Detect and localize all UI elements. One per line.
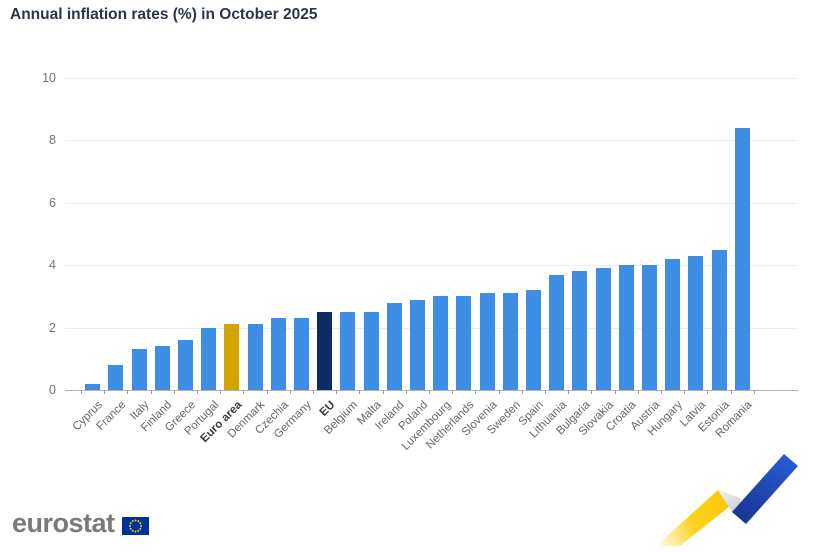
eurostat-wordmark: eurostat <box>12 508 115 538</box>
axis-tick <box>382 390 384 394</box>
axis-tick <box>545 390 546 394</box>
axis-tick <box>243 390 245 394</box>
x-axis-ticks <box>81 390 755 394</box>
gridline <box>65 78 798 79</box>
axis-tick <box>289 390 291 394</box>
plot-area <box>65 78 798 391</box>
chart-title: Annual inflation rates (%) in October 20… <box>10 6 318 23</box>
axis-tick <box>220 390 222 394</box>
y-axis-label: 4 <box>49 258 56 273</box>
eu-flag-icon <box>121 517 149 535</box>
y-axis-label: 0 <box>49 383 56 397</box>
bar-spain[interactable] <box>525 290 541 390</box>
y-axis: 0 2 4 6 8 10 <box>14 71 56 397</box>
bar-romania[interactable] <box>734 127 750 390</box>
axis-tick <box>104 390 106 394</box>
bar-luxembourg[interactable] <box>433 296 449 390</box>
bar-slovakia[interactable] <box>595 268 611 390</box>
bars-container <box>81 78 754 390</box>
axis-tick <box>753 390 755 394</box>
bar-austria[interactable] <box>641 265 657 390</box>
axis-tick <box>150 390 152 394</box>
axis-tick <box>452 390 454 394</box>
bar-czechia[interactable] <box>270 318 286 390</box>
axis-tick <box>521 390 523 394</box>
axis-tick <box>127 390 129 394</box>
bar-denmark[interactable] <box>247 324 263 390</box>
axis-tick <box>591 390 593 394</box>
bar-slovenia[interactable] <box>479 293 495 390</box>
bar-italy[interactable] <box>131 349 147 390</box>
bar-finland[interactable] <box>154 346 170 390</box>
axis-tick <box>336 390 338 394</box>
axis-tick <box>429 390 430 394</box>
y-axis-label: 8 <box>49 133 56 148</box>
axis-tick <box>730 390 732 394</box>
axis-tick <box>81 390 82 394</box>
axis-tick <box>266 390 268 394</box>
axis-tick <box>475 390 477 394</box>
bar-cyprus[interactable] <box>85 383 101 390</box>
axis-tick <box>359 390 361 394</box>
axis-tick <box>614 390 616 394</box>
bar-netherlands[interactable] <box>456 296 472 390</box>
bar-croatia[interactable] <box>618 265 634 390</box>
bar-ireland[interactable] <box>386 302 402 390</box>
bar-eu[interactable] <box>317 312 333 390</box>
y-axis-label: 6 <box>49 195 56 210</box>
axis-tick <box>707 390 709 394</box>
bar-greece[interactable] <box>177 340 193 390</box>
bar-portugal[interactable] <box>201 327 217 390</box>
axis-tick <box>498 390 500 394</box>
bar-sweden[interactable] <box>502 293 518 390</box>
axis-tick <box>197 390 198 394</box>
axis-tick <box>568 390 570 394</box>
bar-hungary[interactable] <box>665 258 681 390</box>
bar-france[interactable] <box>108 365 124 390</box>
axis-tick <box>405 390 407 394</box>
gridline <box>65 202 798 204</box>
axis-tick <box>313 390 314 394</box>
bar-latvia[interactable] <box>688 255 704 390</box>
bar-bulgaria[interactable] <box>572 271 588 390</box>
bar-belgium[interactable] <box>340 312 356 390</box>
bar-lithuania[interactable] <box>549 274 565 390</box>
y-axis-label: 10 <box>42 71 56 85</box>
bar-germany[interactable] <box>293 318 309 390</box>
flag-stars <box>128 519 142 533</box>
bar-poland[interactable] <box>409 299 425 390</box>
bar-malta[interactable] <box>363 312 379 390</box>
y-axis-label: 2 <box>49 320 56 335</box>
eurostat-logo[interactable]: eurostat <box>12 506 149 540</box>
gridline <box>65 327 798 329</box>
axis-tick <box>661 390 662 394</box>
gridline <box>65 140 798 142</box>
bar-euro-area[interactable] <box>224 324 240 390</box>
x-axis-line <box>65 390 798 391</box>
bar-estonia[interactable] <box>711 249 727 390</box>
axis-tick <box>173 390 175 394</box>
gridline <box>65 265 798 267</box>
axis-tick <box>637 390 639 394</box>
eurostat-zigzag-motif <box>656 454 798 546</box>
axis-tick <box>684 390 686 394</box>
